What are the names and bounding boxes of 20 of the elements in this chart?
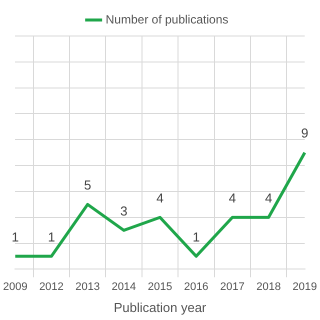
x-tick-label: 2014	[112, 280, 136, 293]
data-label: 4	[228, 190, 236, 206]
x-tick-label: 2018	[256, 280, 281, 293]
data-label: 4	[156, 190, 164, 206]
data-label: 9	[301, 126, 308, 141]
x-tick-label: 2016	[184, 280, 208, 293]
x-tick-label: 2015	[148, 280, 172, 293]
data-label: 1	[12, 229, 19, 244]
data-label: 4	[264, 190, 272, 206]
data-label: 1	[192, 229, 200, 244]
x-tick-label: 2009	[2, 280, 28, 293]
x-tick-label: 2019	[292, 280, 318, 293]
data-label: 5	[84, 178, 92, 192]
data-label: 1	[48, 229, 56, 244]
data-label: 3	[120, 203, 128, 218]
legend-label: Number of publications	[106, 12, 228, 26]
x-tick-label: 2012	[39, 280, 64, 293]
x-axis-title: Publication year	[114, 300, 207, 315]
x-tick-label: 2013	[75, 280, 100, 293]
x-tick-label: 2017	[220, 280, 245, 293]
